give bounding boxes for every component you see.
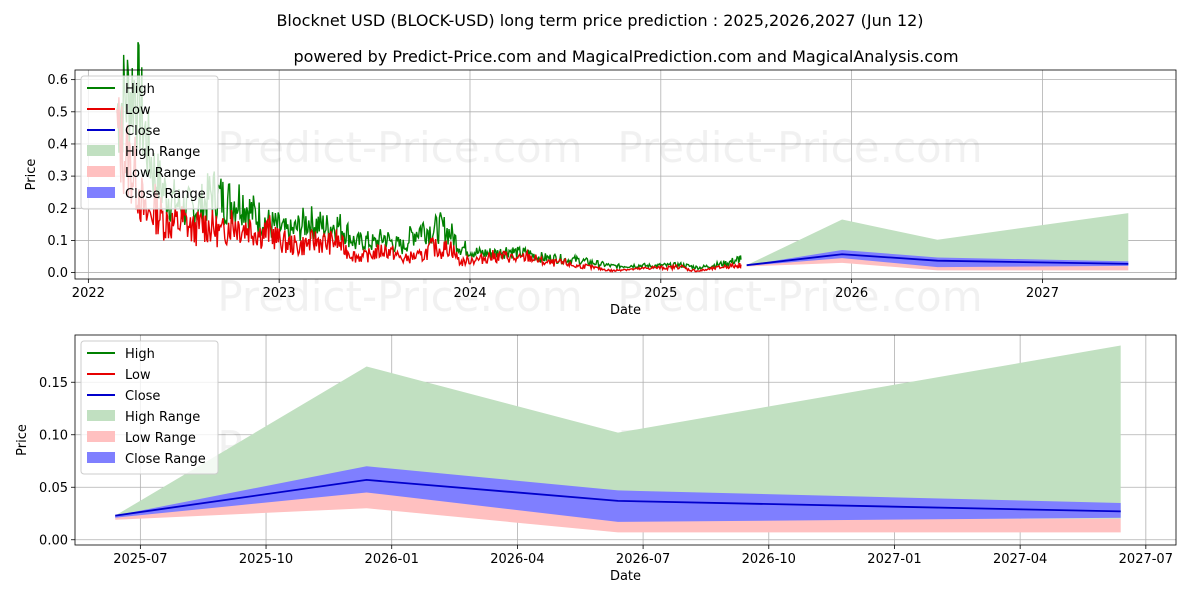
x-axis-label: Date — [610, 569, 641, 584]
legend: High Low Close High Range Low Range Close Ran… — [80, 75, 219, 210]
low-price-line — [116, 97, 742, 273]
legend-box — [80, 75, 219, 210]
chart-title: Blocknet USD (BLOCK-USD) long term price… — [276, 11, 923, 30]
legend-swatch-patch — [87, 452, 115, 463]
y-tick-label: 0.5 — [47, 105, 68, 120]
legend-swatch-patch — [87, 187, 115, 198]
x-tick-label: 2023 — [263, 286, 296, 301]
legend-label: Close — [125, 389, 160, 404]
x-tick-label: 2026-04 — [490, 552, 544, 567]
legend-label: Close — [125, 124, 160, 139]
bottom-chart-panel: Predict-Price.comPredict-Price.com2025-0… — [15, 334, 1177, 584]
x-tick-label: 2025-10 — [239, 552, 293, 567]
y-tick-label: 0.15 — [39, 376, 68, 391]
y-tick-label: 0.1 — [47, 234, 68, 249]
legend-label: High — [125, 347, 155, 362]
close-price-line — [115, 478, 1121, 517]
legend-label: Low Range — [125, 431, 196, 446]
x-tick-label: 2026-10 — [742, 552, 796, 567]
y-axis-label: Price — [15, 424, 30, 456]
y-tick-label: 0.10 — [39, 428, 68, 443]
watermark-text: Predict-Price.com — [217, 272, 582, 321]
y-tick-label: 0.0 — [47, 266, 68, 281]
top-chart-panel: Predict-Price.com Predict-Price.com Predic… — [24, 41, 1177, 321]
x-tick-label: 2027 — [1026, 286, 1059, 301]
watermark-text: Predict-Price.com — [617, 123, 982, 172]
plot-frame — [74, 334, 1177, 546]
legend-label: High Range — [125, 410, 200, 425]
y-tick-label: 0.6 — [47, 73, 68, 88]
y-axis-label: Price — [24, 159, 39, 191]
legend-swatch-patch — [87, 145, 115, 156]
legend-box — [80, 340, 219, 475]
legend-label: Close Range — [125, 187, 206, 202]
close-price-line — [746, 253, 1129, 267]
x-tick-label: 2027-01 — [867, 552, 921, 567]
legend-swatch-patch — [87, 431, 115, 442]
legend-swatch-patch — [87, 166, 115, 177]
low-range-band — [115, 489, 1121, 533]
x-tick-label: 2022 — [72, 286, 105, 301]
legend-label: Low — [125, 368, 151, 383]
legend-swatch-patch — [87, 410, 115, 421]
x-axis-label: Date — [610, 303, 641, 318]
x-tick-label: 2026-07 — [616, 552, 670, 567]
y-tick-label: 0.3 — [47, 170, 68, 185]
x-tick-label: 2025-07 — [113, 552, 167, 567]
chart-subtitle: powered by Predict-Price.com and Magical… — [293, 47, 958, 66]
watermark-text: Predict-Price.com — [217, 123, 582, 172]
x-tick-label: 2027-07 — [1119, 552, 1173, 567]
x-tick-label: 2027-04 — [993, 552, 1047, 567]
x-tick-label: 2026-01 — [365, 552, 419, 567]
legend-label: High Range — [125, 145, 200, 160]
low-range-band — [746, 257, 1129, 271]
legend-label: Close Range — [125, 452, 206, 467]
legend-label: Low — [125, 103, 151, 118]
x-tick-label: 2024 — [453, 286, 486, 301]
legend-label: High — [125, 82, 155, 97]
y-tick-label: 0.05 — [39, 481, 68, 496]
x-tick-label: 2025 — [644, 286, 677, 301]
plot-frame — [74, 69, 1177, 280]
x-tick-label: 2026 — [835, 286, 868, 301]
y-tick-label: 0.4 — [47, 137, 68, 152]
y-tick-label: 0.00 — [39, 533, 68, 548]
legend: High Low Close High Range Low Range Close Ran… — [80, 340, 219, 475]
y-tick-label: 0.2 — [47, 202, 68, 217]
legend-label: Low Range — [125, 166, 196, 181]
watermark-text: Predict-Price.com — [617, 272, 982, 321]
